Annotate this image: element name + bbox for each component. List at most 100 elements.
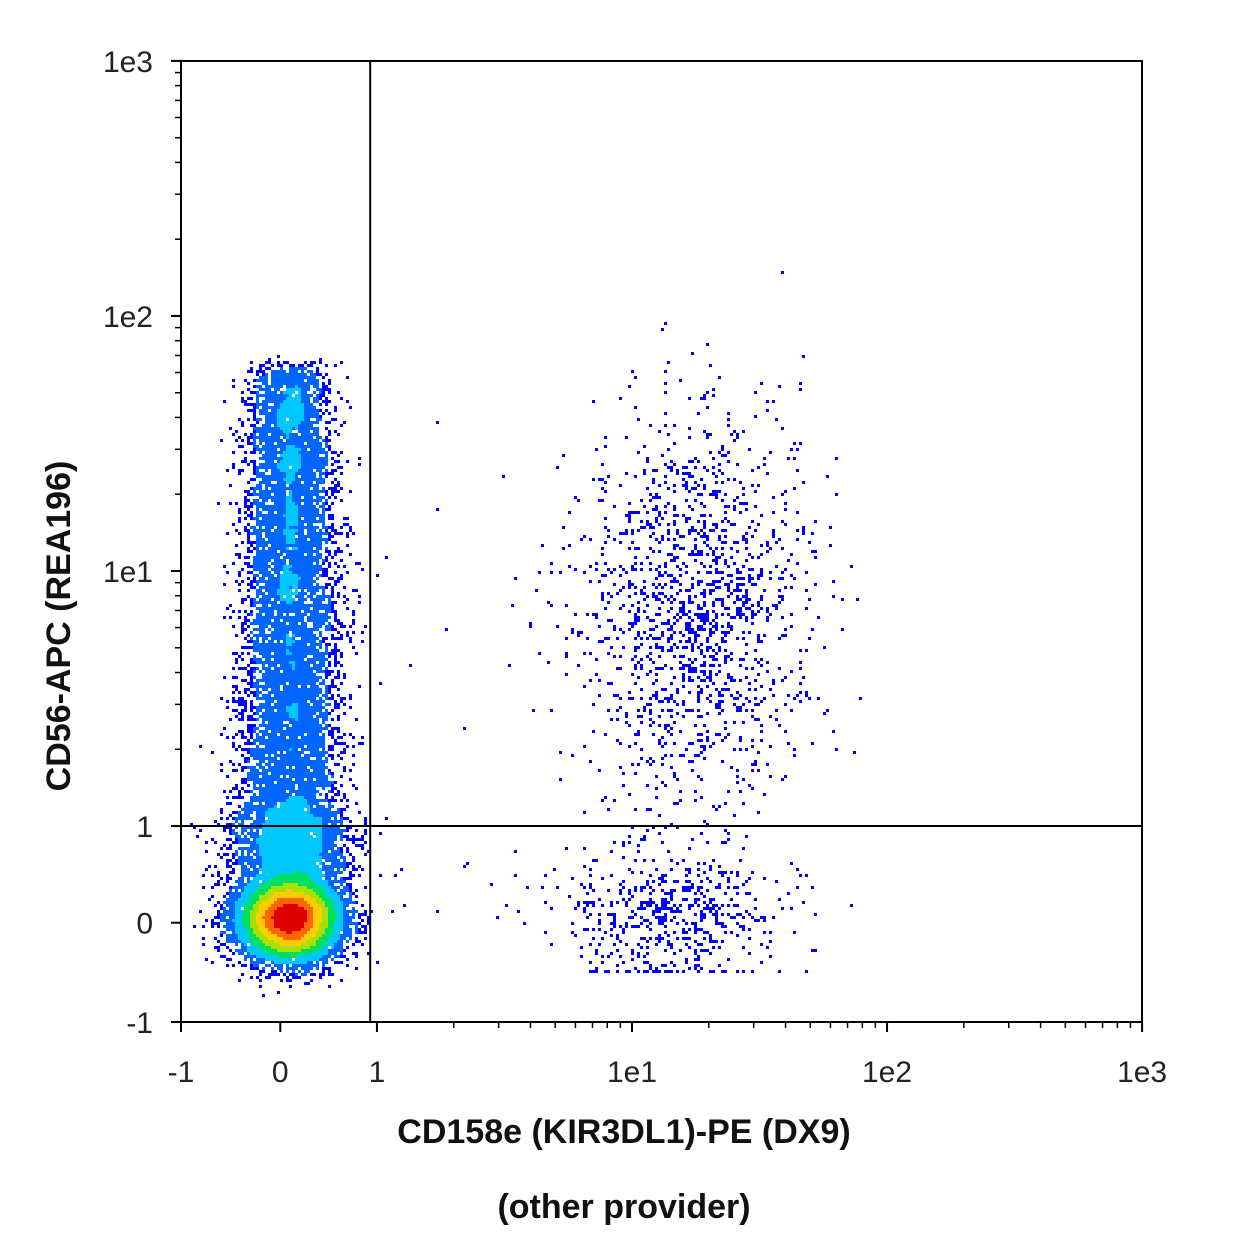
event-point bbox=[253, 565, 256, 568]
event-point bbox=[694, 481, 697, 484]
event-point bbox=[250, 610, 253, 613]
event-point bbox=[328, 391, 331, 394]
event-point bbox=[229, 904, 232, 907]
event-point bbox=[673, 580, 676, 583]
event-point bbox=[232, 685, 235, 688]
event-point bbox=[256, 559, 259, 562]
event-point bbox=[256, 592, 259, 595]
event-point bbox=[325, 688, 328, 691]
event-point bbox=[220, 907, 223, 910]
event-point bbox=[250, 526, 253, 529]
event-point bbox=[316, 490, 319, 493]
event-point bbox=[277, 385, 280, 388]
event-point bbox=[253, 577, 256, 580]
event-point bbox=[262, 724, 265, 727]
event-point bbox=[262, 448, 265, 451]
event-point bbox=[247, 382, 250, 385]
event-point bbox=[247, 550, 250, 553]
event-point bbox=[322, 532, 325, 535]
event-point bbox=[268, 565, 271, 568]
event-point bbox=[616, 667, 619, 670]
event-point bbox=[523, 922, 526, 925]
event-point bbox=[679, 640, 682, 643]
event-point bbox=[700, 613, 703, 616]
event-point bbox=[322, 598, 325, 601]
event-point bbox=[799, 382, 802, 385]
event-point bbox=[307, 703, 310, 706]
event-point bbox=[262, 619, 265, 622]
event-point bbox=[748, 568, 751, 571]
event-point bbox=[316, 556, 319, 559]
event-point bbox=[337, 850, 340, 853]
event-point bbox=[268, 457, 271, 460]
event-point bbox=[325, 568, 328, 571]
event-point bbox=[745, 667, 748, 670]
event-point bbox=[685, 517, 688, 520]
event-point bbox=[706, 889, 709, 892]
event-point bbox=[730, 676, 733, 679]
event-point bbox=[268, 541, 271, 544]
event-point bbox=[265, 742, 268, 745]
event-point bbox=[250, 856, 253, 859]
event-point bbox=[646, 523, 649, 526]
event-point bbox=[256, 517, 259, 520]
event-point bbox=[733, 508, 736, 511]
event-point bbox=[658, 592, 661, 595]
event-point bbox=[235, 835, 238, 838]
event-point bbox=[223, 853, 226, 856]
event-point bbox=[661, 922, 664, 925]
event-point bbox=[232, 763, 235, 766]
event-point bbox=[724, 649, 727, 652]
event-point bbox=[739, 598, 742, 601]
event-point bbox=[586, 904, 589, 907]
event-point bbox=[235, 700, 238, 703]
event-point bbox=[652, 901, 655, 904]
event-point bbox=[244, 859, 247, 862]
event-point bbox=[304, 739, 307, 742]
event-point bbox=[577, 901, 580, 904]
event-point bbox=[337, 808, 340, 811]
event-point bbox=[250, 724, 253, 727]
event-point bbox=[265, 499, 268, 502]
event-point bbox=[244, 964, 247, 967]
event-point bbox=[676, 469, 679, 472]
event-point bbox=[361, 847, 364, 850]
event-point bbox=[745, 502, 748, 505]
event-point bbox=[607, 592, 610, 595]
event-point bbox=[220, 904, 223, 907]
event-point bbox=[775, 607, 778, 610]
event-point bbox=[613, 943, 616, 946]
event-point bbox=[649, 547, 652, 550]
event-point bbox=[307, 562, 310, 565]
event-point bbox=[253, 604, 256, 607]
event-point bbox=[271, 709, 274, 712]
event-point bbox=[631, 925, 634, 928]
event-point bbox=[340, 397, 343, 400]
event-point bbox=[646, 604, 649, 607]
event-point bbox=[346, 634, 349, 637]
event-point bbox=[235, 943, 238, 946]
event-point bbox=[244, 622, 247, 625]
event-point bbox=[697, 775, 700, 778]
event-point bbox=[661, 634, 664, 637]
event-point bbox=[310, 604, 313, 607]
event-point bbox=[259, 706, 262, 709]
event-point bbox=[631, 622, 634, 625]
event-point bbox=[751, 604, 754, 607]
event-point bbox=[313, 730, 316, 733]
event-point bbox=[742, 430, 745, 433]
event-point bbox=[664, 970, 667, 973]
event-point bbox=[745, 892, 748, 895]
event-point bbox=[250, 844, 253, 847]
event-point bbox=[697, 583, 700, 586]
event-point bbox=[793, 442, 796, 445]
event-point bbox=[649, 493, 652, 496]
event-point bbox=[706, 619, 709, 622]
event-point bbox=[727, 838, 730, 841]
event-point bbox=[676, 712, 679, 715]
event-point bbox=[742, 925, 745, 928]
event-point bbox=[559, 751, 562, 754]
event-point bbox=[778, 970, 781, 973]
event-point bbox=[262, 592, 265, 595]
event-point bbox=[700, 892, 703, 895]
